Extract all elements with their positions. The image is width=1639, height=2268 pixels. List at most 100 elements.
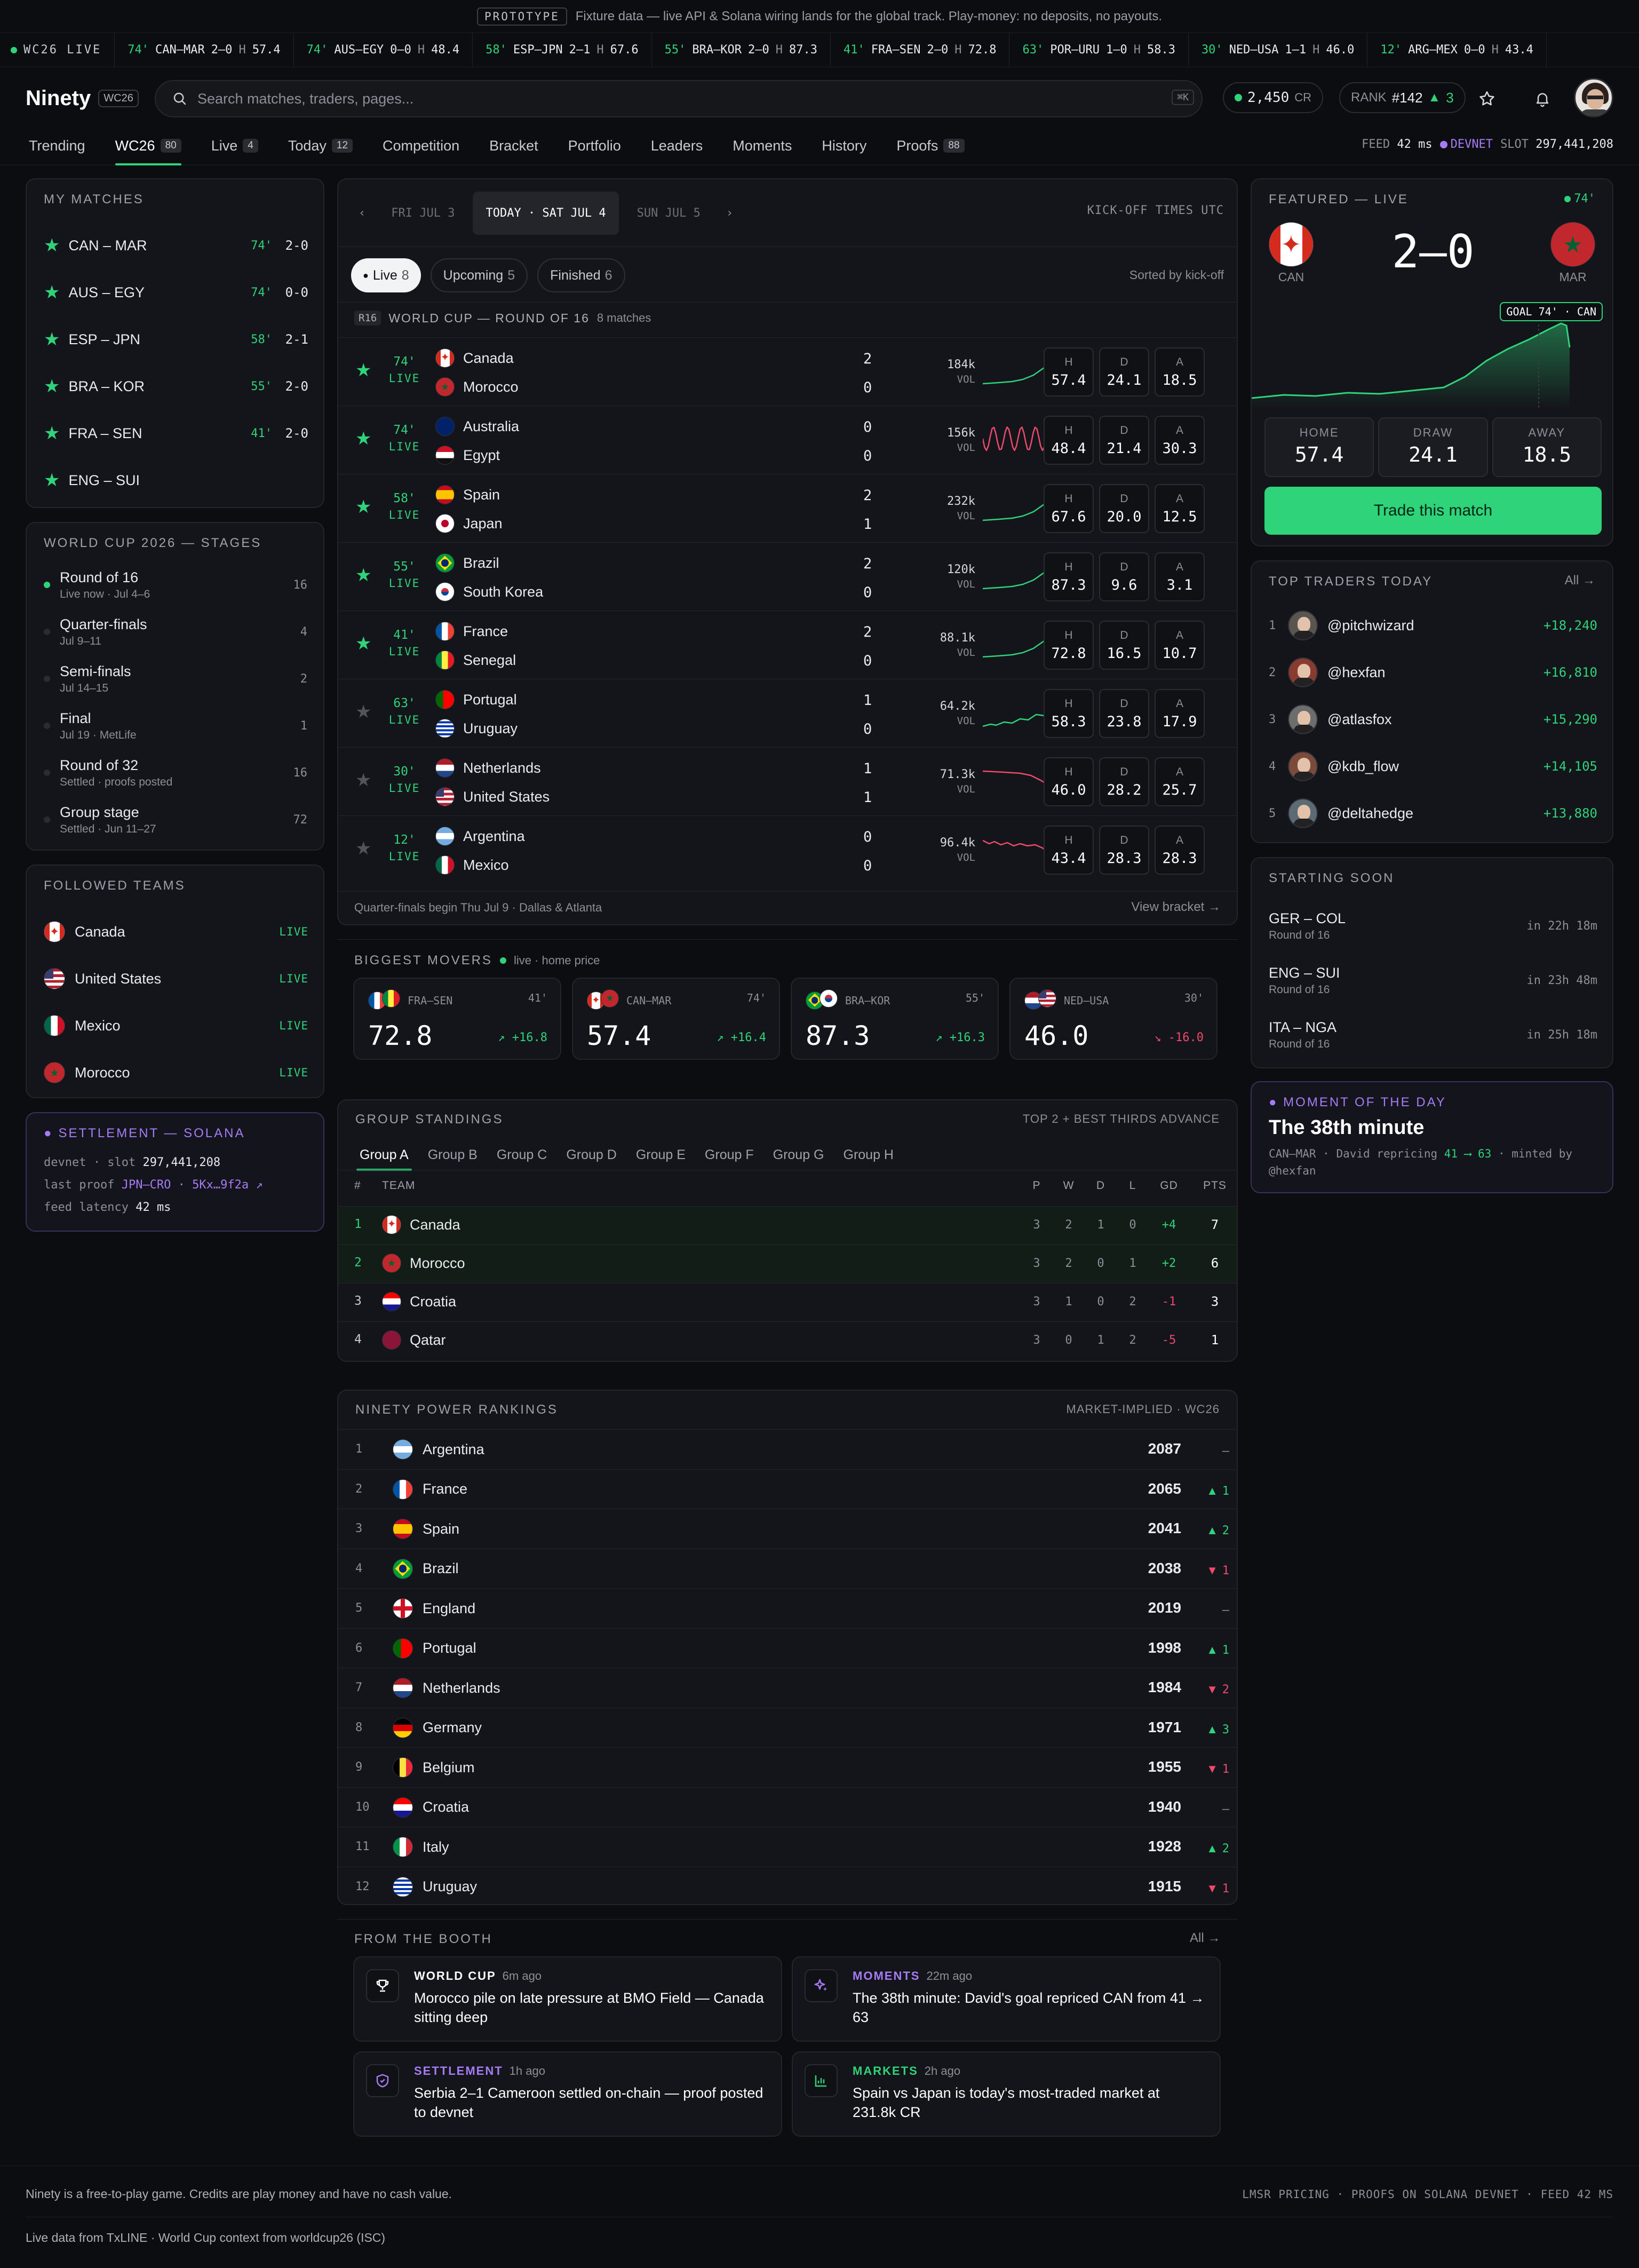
featured-away-price[interactable]: AWAY 18.5: [1492, 417, 1602, 477]
filter-upcoming[interactable]: Upcoming 5: [430, 258, 528, 292]
odds-home-button[interactable]: H 87.3: [1044, 552, 1094, 601]
standings-row[interactable]: 2 ★ Morocco 3 2 0 1 +2 6: [338, 1244, 1237, 1283]
tab-proofs[interactable]: Proofs 88: [896, 129, 979, 165]
stage-item[interactable]: Round of 32 Settled · proofs posted 16: [39, 749, 313, 796]
odds-home-button[interactable]: H 72.8: [1044, 621, 1094, 670]
match-row[interactable]: ★ 41' LIVE France Senegal 2 0 88.1k VOL H 72.8 D 16.…: [338, 610, 1237, 679]
ticker-item[interactable]: 30' NED–USA 1–1 H 46.0: [1189, 33, 1368, 67]
search-input[interactable]: Search matches, traders, pages... ⌘K: [155, 80, 1203, 117]
star-filled-icon[interactable]: ★: [355, 497, 372, 517]
ranking-row[interactable]: 7 Netherlands 1984 ▼ 2: [338, 1668, 1237, 1707]
ranking-row[interactable]: 9 Belgium 1955 ▼ 1: [338, 1747, 1237, 1787]
view-bracket-link[interactable]: View bracket →: [1131, 900, 1221, 914]
odds-away-button[interactable]: A 25.7: [1155, 757, 1205, 806]
match-row[interactable]: ★ 58' LIVE Spain Japan 2 1 232k VOL H 67.6 D 20.0 A 12…: [338, 474, 1237, 542]
odds-draw-button[interactable]: D 20.0: [1099, 484, 1149, 533]
tab-moments[interactable]: Moments: [733, 137, 792, 154]
sort-label[interactable]: Sorted by kick-off: [1129, 268, 1224, 282]
followed-team-item[interactable]: United States LIVE: [44, 955, 308, 1002]
odds-away-button[interactable]: A 17.9: [1155, 689, 1205, 738]
odds-draw-button[interactable]: D 9.6: [1099, 552, 1149, 601]
filter-live[interactable]: ● Live 8: [351, 258, 421, 292]
odds-draw-button[interactable]: D 16.5: [1099, 621, 1149, 670]
tab-history[interactable]: History: [822, 137, 867, 154]
match-row[interactable]: ★ 74' LIVE Australia Egypt 0 0 156k VOL H 48.4 D 21.…: [338, 406, 1237, 474]
odds-home-button[interactable]: H 58.3: [1044, 689, 1094, 738]
tab-leaders[interactable]: Leaders: [650, 137, 703, 154]
tab-live[interactable]: Live 4: [211, 129, 273, 165]
star-filled-icon[interactable]: ★: [44, 282, 60, 303]
stage-item[interactable]: Semi-finals Jul 14–15 2: [39, 655, 313, 702]
odds-away-button[interactable]: A 12.5: [1155, 484, 1205, 533]
booth-all-link[interactable]: All →: [1190, 1931, 1221, 1945]
filter-finished[interactable]: Finished 6: [537, 258, 625, 292]
odds-home-button[interactable]: H 43.4: [1044, 826, 1094, 875]
trader-item[interactable]: 1 @pitchwizard +18,240: [1269, 602, 1597, 649]
odds-draw-button[interactable]: D 21.4: [1099, 416, 1149, 465]
day-today[interactable]: TODAY · SAT JUL 4: [473, 191, 619, 235]
ticker-item[interactable]: 58' ESP–JPN 2–1 H 67.6: [473, 33, 652, 67]
star-filled-icon[interactable]: ★: [44, 235, 60, 256]
odds-away-button[interactable]: A 18.5: [1155, 347, 1205, 396]
my-match-item[interactable]: ★ ESP – JPN 58' 2-1: [44, 329, 308, 350]
stage-item[interactable]: Quarter-finals Jul 9–11 4: [39, 608, 313, 655]
trader-item[interactable]: 5 @deltahedge +13,880: [1269, 790, 1597, 837]
match-row[interactable]: ★ 30' LIVE Netherlands United States 1 1 71.3k V…: [338, 747, 1237, 815]
group-tab[interactable]: Group C: [496, 1147, 547, 1162]
ranking-row[interactable]: 2 France 2065 ▲ 1: [338, 1469, 1237, 1509]
tab-portfolio[interactable]: Portfolio: [568, 137, 621, 154]
odds-home-button[interactable]: H 46.0: [1044, 757, 1094, 806]
credits-balance[interactable]: 2,450 CR: [1223, 82, 1324, 113]
trader-item[interactable]: 2 @hexfan +16,810: [1269, 649, 1597, 696]
ranking-row[interactable]: 6 Portugal 1998 ▲ 1: [338, 1628, 1237, 1668]
ranking-row[interactable]: 1 Argentina 2087–: [338, 1429, 1237, 1469]
star-icon[interactable]: ★: [355, 770, 372, 790]
group-tab[interactable]: Group F: [704, 1147, 754, 1162]
group-tab[interactable]: Group E: [635, 1147, 686, 1162]
odds-away-button[interactable]: A 3.1: [1155, 552, 1205, 601]
star-filled-icon[interactable]: ★: [44, 329, 60, 350]
ranking-row[interactable]: 8 Germany 1971 ▲ 3: [338, 1707, 1237, 1747]
ranking-row[interactable]: 3 Spain 2041 ▲ 2: [338, 1509, 1237, 1548]
stage-item[interactable]: Group stage Settled · Jun 11–27 72: [39, 796, 313, 843]
star-icon[interactable]: ★: [355, 838, 372, 859]
stage-item[interactable]: Round of 16 Live now · Jul 4–6 16: [39, 561, 313, 608]
my-match-item[interactable]: ★ FRA – SEN 41' 2-0: [44, 423, 308, 443]
odds-home-button[interactable]: H 48.4: [1044, 416, 1094, 465]
star-filled-icon[interactable]: ★: [355, 360, 372, 380]
odds-draw-button[interactable]: D 24.1: [1099, 347, 1149, 396]
ticker-item[interactable]: 63' POR–URU 1–0 H 58.3: [1009, 33, 1189, 67]
booth-item[interactable]: MOMENTS 22m ago The 38th minute: David's g…: [792, 1956, 1221, 2042]
next-day-chevron-icon[interactable]: ›: [726, 206, 734, 220]
booth-item[interactable]: WORLD CUP 6m ago Morocco pile on late pres…: [353, 1956, 782, 2042]
my-match-item[interactable]: ★ ENG – SUI: [44, 470, 140, 490]
my-match-item[interactable]: ★ AUS – EGY 74' 0-0: [44, 282, 308, 303]
star-filled-icon[interactable]: ★: [355, 633, 372, 654]
proof-hash[interactable]: 5Kx…9f2a: [192, 1178, 249, 1192]
booth-item[interactable]: SETTLEMENT 1h ago Serbia 2–1 Cameroon sett…: [353, 2051, 782, 2137]
ticker-item[interactable]: 12' ARG–MEX 0–0 H 43.4: [1367, 33, 1547, 67]
tab-trending[interactable]: Trending: [29, 137, 85, 154]
tab-competition[interactable]: Competition: [383, 137, 460, 154]
star-filled-icon[interactable]: ★: [355, 565, 372, 585]
stage-item[interactable]: Final Jul 19 · MetLife 1: [39, 702, 313, 749]
followed-team-item[interactable]: ★ Morocco LIVE: [44, 1049, 308, 1096]
starting-soon-item[interactable]: GER – COL Round of 16 in 22h 18m: [1269, 910, 1597, 941]
match-row[interactable]: ★ 63' LIVE Portugal Uruguay 1 0 64.2k VOL H 58.3 D 2…: [338, 679, 1237, 747]
featured-home-price[interactable]: HOME 57.4: [1264, 417, 1374, 477]
match-row[interactable]: ★ 55' LIVE Brazil South Korea 2 0 120k VOL H 87.3 D…: [338, 542, 1237, 610]
avatar[interactable]: [1574, 78, 1613, 117]
group-tab[interactable]: Group G: [773, 1147, 824, 1162]
group-tab[interactable]: Group H: [843, 1147, 894, 1162]
starting-soon-item[interactable]: ITA – NGA Round of 16 in 25h 18m: [1269, 1019, 1597, 1050]
my-match-item[interactable]: ★ BRA – KOR 55' 2-0: [44, 376, 308, 396]
odds-draw-button[interactable]: D 28.2: [1099, 757, 1149, 806]
ranking-row[interactable]: 11 Italy 1928 ▲ 2: [338, 1827, 1237, 1866]
star-icon[interactable]: [1470, 82, 1503, 115]
day-prev[interactable]: FRI JUL 3: [391, 206, 455, 220]
external-link-icon[interactable]: ↗: [256, 1178, 263, 1192]
followed-team-item[interactable]: Mexico LIVE: [44, 1002, 308, 1049]
featured-draw-price[interactable]: DRAW 24.1: [1378, 417, 1488, 477]
standings-row[interactable]: 1 ✦ Canada 3 2 1 0 +4 7: [338, 1206, 1237, 1244]
tab-bracket[interactable]: Bracket: [489, 137, 538, 154]
